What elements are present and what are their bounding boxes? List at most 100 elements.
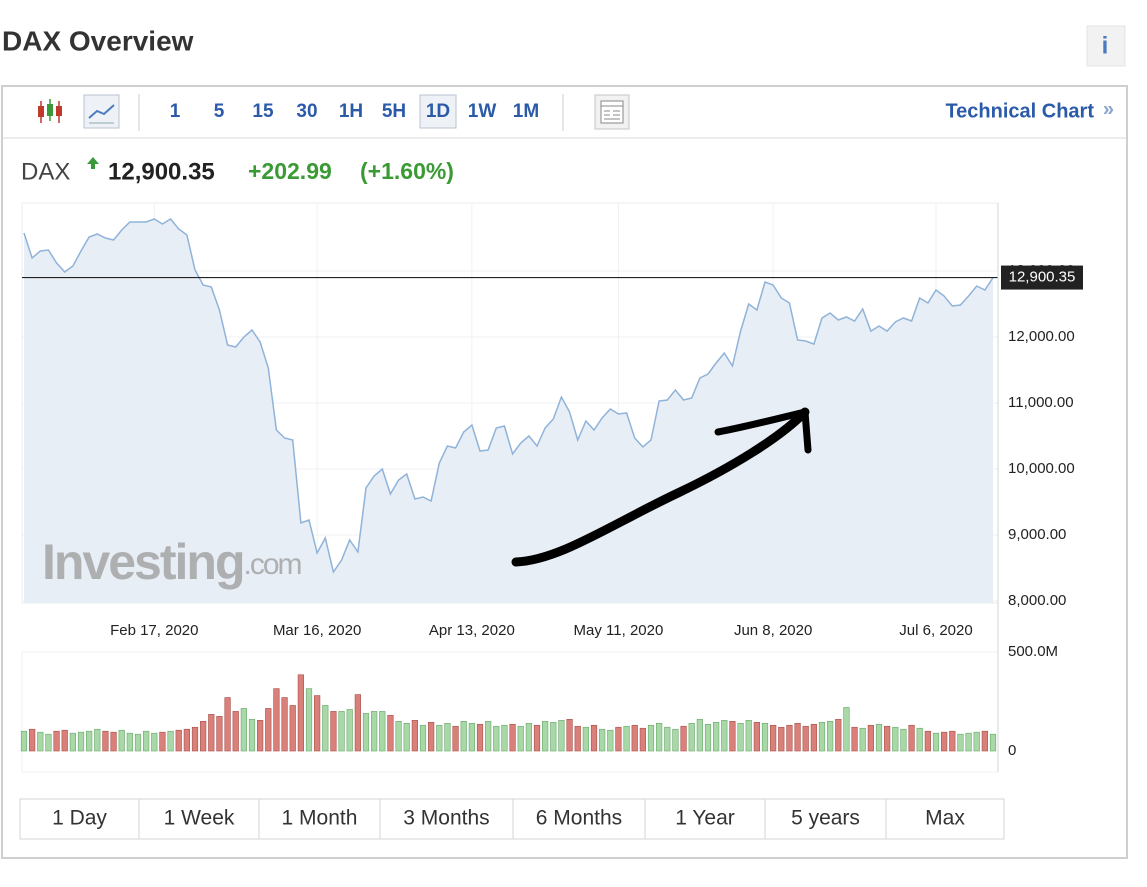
volume-bar — [419, 724, 427, 752]
volume-bar — [395, 720, 402, 752]
quote-change-pct: (+1.60%) — [360, 158, 454, 184]
volume-bar — [216, 716, 223, 752]
volume-bar — [379, 711, 386, 752]
volume-tick-label: 0 — [1008, 742, 1016, 759]
quote-change: +202.99 — [248, 158, 332, 184]
x-tick-label: Jul 6, 2020 — [899, 622, 972, 639]
volume-bar — [289, 705, 296, 752]
range-label: 3 Months — [403, 807, 489, 830]
volume-bar — [525, 722, 532, 752]
range-button[interactable] — [644, 798, 766, 840]
volume-bar — [590, 724, 598, 752]
volume-bar — [61, 729, 68, 752]
interval-selected — [419, 94, 457, 129]
volume-bar — [550, 721, 557, 752]
volume-bar — [639, 727, 646, 752]
volume-bar — [761, 722, 769, 752]
volume-bar — [713, 721, 720, 752]
range-button[interactable] — [885, 798, 1005, 840]
candle-icon[interactable] — [38, 99, 62, 123]
range-button[interactable] — [512, 798, 646, 840]
volume-bar — [818, 721, 826, 752]
interval-button[interactable]: 1M — [513, 101, 539, 122]
volume-bar — [330, 711, 337, 752]
info-label: i — [1102, 32, 1109, 59]
interval-button[interactable]: 15 — [252, 101, 274, 122]
range-label: 5 years — [791, 807, 860, 830]
volume-bar — [240, 708, 247, 752]
volume-bar — [232, 711, 239, 752]
volume-bar — [574, 725, 581, 752]
volume-bar — [118, 729, 125, 752]
info-button[interactable] — [1086, 25, 1126, 67]
volume-bar — [647, 724, 655, 752]
volume-bar — [354, 694, 361, 752]
line-icon[interactable] — [83, 94, 120, 129]
volume-bar — [167, 730, 174, 752]
price-line — [23, 218, 994, 574]
volume-bar — [786, 724, 793, 752]
volume-bar — [436, 724, 443, 752]
range-button[interactable] — [764, 798, 887, 840]
volume-bar — [688, 722, 695, 752]
volume-bar — [957, 733, 964, 752]
volume-bar — [973, 731, 980, 752]
volume-bar — [867, 724, 874, 752]
volume-bar — [615, 726, 622, 752]
volume-bar — [69, 732, 76, 752]
layout-icon[interactable] — [594, 94, 630, 130]
volume-bar — [346, 709, 353, 752]
interval-button[interactable]: 1H — [339, 101, 363, 122]
volume-bar — [664, 726, 671, 752]
price-area — [24, 219, 993, 603]
interval-button[interactable]: 1 — [170, 101, 181, 122]
volume-bar — [843, 707, 850, 752]
interval-button[interactable]: 1D — [426, 101, 450, 122]
technical-chart-link[interactable]: Technical Chart — [945, 100, 1094, 122]
interval-button[interactable]: 30 — [296, 101, 317, 122]
volume-bar — [159, 731, 166, 752]
x-tick-label: Mar 16, 2020 — [273, 622, 361, 639]
volume-bar — [932, 732, 940, 752]
volume-bar — [493, 725, 500, 752]
volume-bar — [281, 697, 288, 752]
volume-bar — [672, 728, 679, 752]
range-button[interactable] — [379, 798, 514, 840]
volume-bar — [875, 723, 883, 752]
volume-bar — [322, 705, 329, 752]
volume-bar — [338, 711, 345, 752]
volume-bar — [460, 720, 467, 752]
interval-button[interactable]: 5H — [382, 101, 406, 122]
reference-label: 12,900.35 — [1009, 269, 1076, 286]
hand-drawn-arrow — [511, 407, 812, 567]
interval-button[interactable]: 5 — [214, 101, 225, 122]
interval-button[interactable]: 1W — [468, 101, 497, 122]
volume-bar — [362, 713, 370, 752]
volume-bar — [566, 719, 573, 752]
quote-last: 12,900.35 — [108, 158, 215, 185]
volume-bar — [721, 720, 728, 752]
watermark: Investing.com — [42, 534, 302, 590]
x-tick-label: May 11, 2020 — [574, 622, 664, 639]
volume-bar — [517, 725, 524, 752]
y-tick-label: 12,000.00 — [1008, 328, 1075, 345]
volume-bar — [729, 720, 736, 752]
volume-bar — [623, 725, 630, 752]
volume-bar — [501, 724, 508, 752]
volume-bar — [94, 728, 101, 752]
x-tick-label: Feb 17, 2020 — [110, 622, 198, 639]
x-tick-label: Jun 8, 2020 — [734, 622, 812, 639]
volume-bar — [794, 722, 801, 752]
volume-bar — [989, 733, 997, 752]
volume-bar — [257, 720, 264, 752]
range-label: 1 Week — [164, 807, 235, 830]
volume-bar — [191, 726, 199, 752]
volume-bar — [208, 714, 215, 752]
volume-bar — [900, 728, 907, 752]
volume-bar — [452, 725, 459, 752]
volume-bar — [411, 720, 418, 752]
volume-bar — [53, 730, 60, 752]
volume-bar — [509, 723, 516, 752]
y-tick-label: 11,000.00 — [1008, 394, 1074, 411]
